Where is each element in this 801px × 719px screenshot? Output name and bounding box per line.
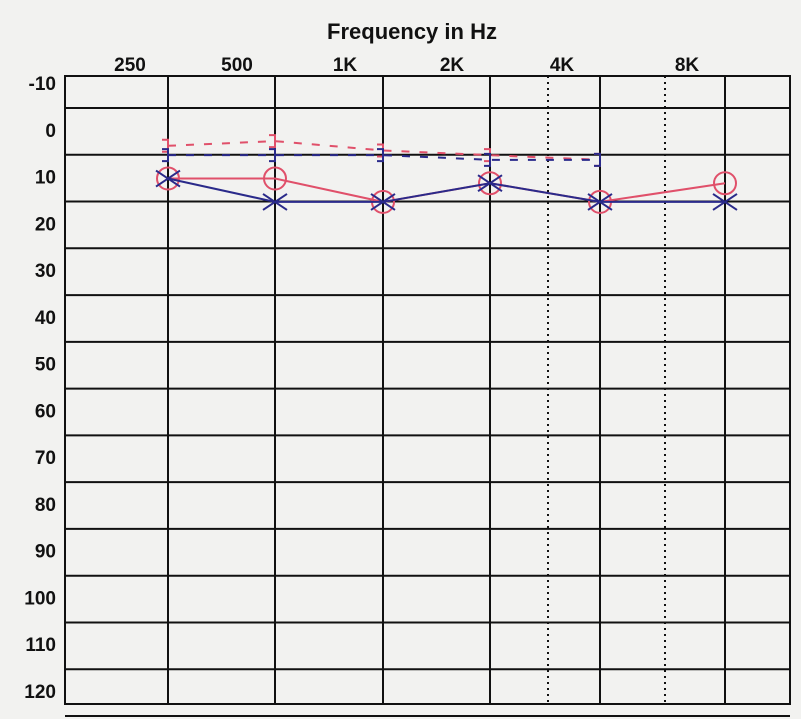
y-tick-label: 50	[35, 355, 56, 376]
marker-x	[587, 193, 613, 211]
marker-bracket	[162, 148, 169, 163]
marker-x	[477, 174, 503, 193]
x-tick-label: 250	[114, 55, 146, 76]
y-tick-label: 110	[25, 635, 56, 656]
marker-circle	[478, 171, 502, 196]
marker-circle	[156, 166, 180, 191]
x-tick-label: 4K	[550, 55, 575, 76]
marker-bracket	[377, 148, 384, 163]
marker-x	[370, 193, 396, 211]
plot-border	[64, 75, 791, 705]
y-tick-label: 80	[35, 495, 56, 516]
y-tick-label: 30	[35, 261, 56, 282]
y-tick-label: 90	[35, 542, 56, 563]
marker-x	[155, 169, 181, 188]
marker-bracket	[484, 152, 491, 167]
y-tick-label: 60	[35, 401, 56, 422]
x-tick-label: 500	[221, 55, 253, 76]
y-tick-label: 120	[24, 682, 56, 703]
marker-bracket	[269, 148, 276, 163]
x-tick-label: 1K	[333, 55, 358, 76]
y-tick-label: -10	[29, 74, 56, 95]
x-tick-label: 8K	[675, 55, 700, 76]
y-tick-label: 40	[35, 308, 56, 329]
y-tick-label: 70	[35, 448, 56, 469]
y-tick-label: 20	[35, 214, 56, 235]
y-tick-label: 100	[24, 588, 56, 609]
y-tick-label: 0	[45, 121, 56, 142]
marker-bracket	[162, 138, 169, 153]
marker-circle	[263, 166, 287, 191]
marker-circle	[713, 171, 737, 196]
y-tick-label: 10	[35, 168, 56, 189]
marker-x	[262, 193, 288, 211]
marker-bracket	[269, 134, 276, 149]
marker-bracket	[594, 152, 601, 167]
marker-x	[712, 193, 738, 211]
frame	[64, 75, 791, 705]
x-tick-label: 2K	[440, 55, 465, 76]
chart-title: Frequency in Hz	[327, 19, 497, 44]
series-line	[167, 177, 725, 203]
